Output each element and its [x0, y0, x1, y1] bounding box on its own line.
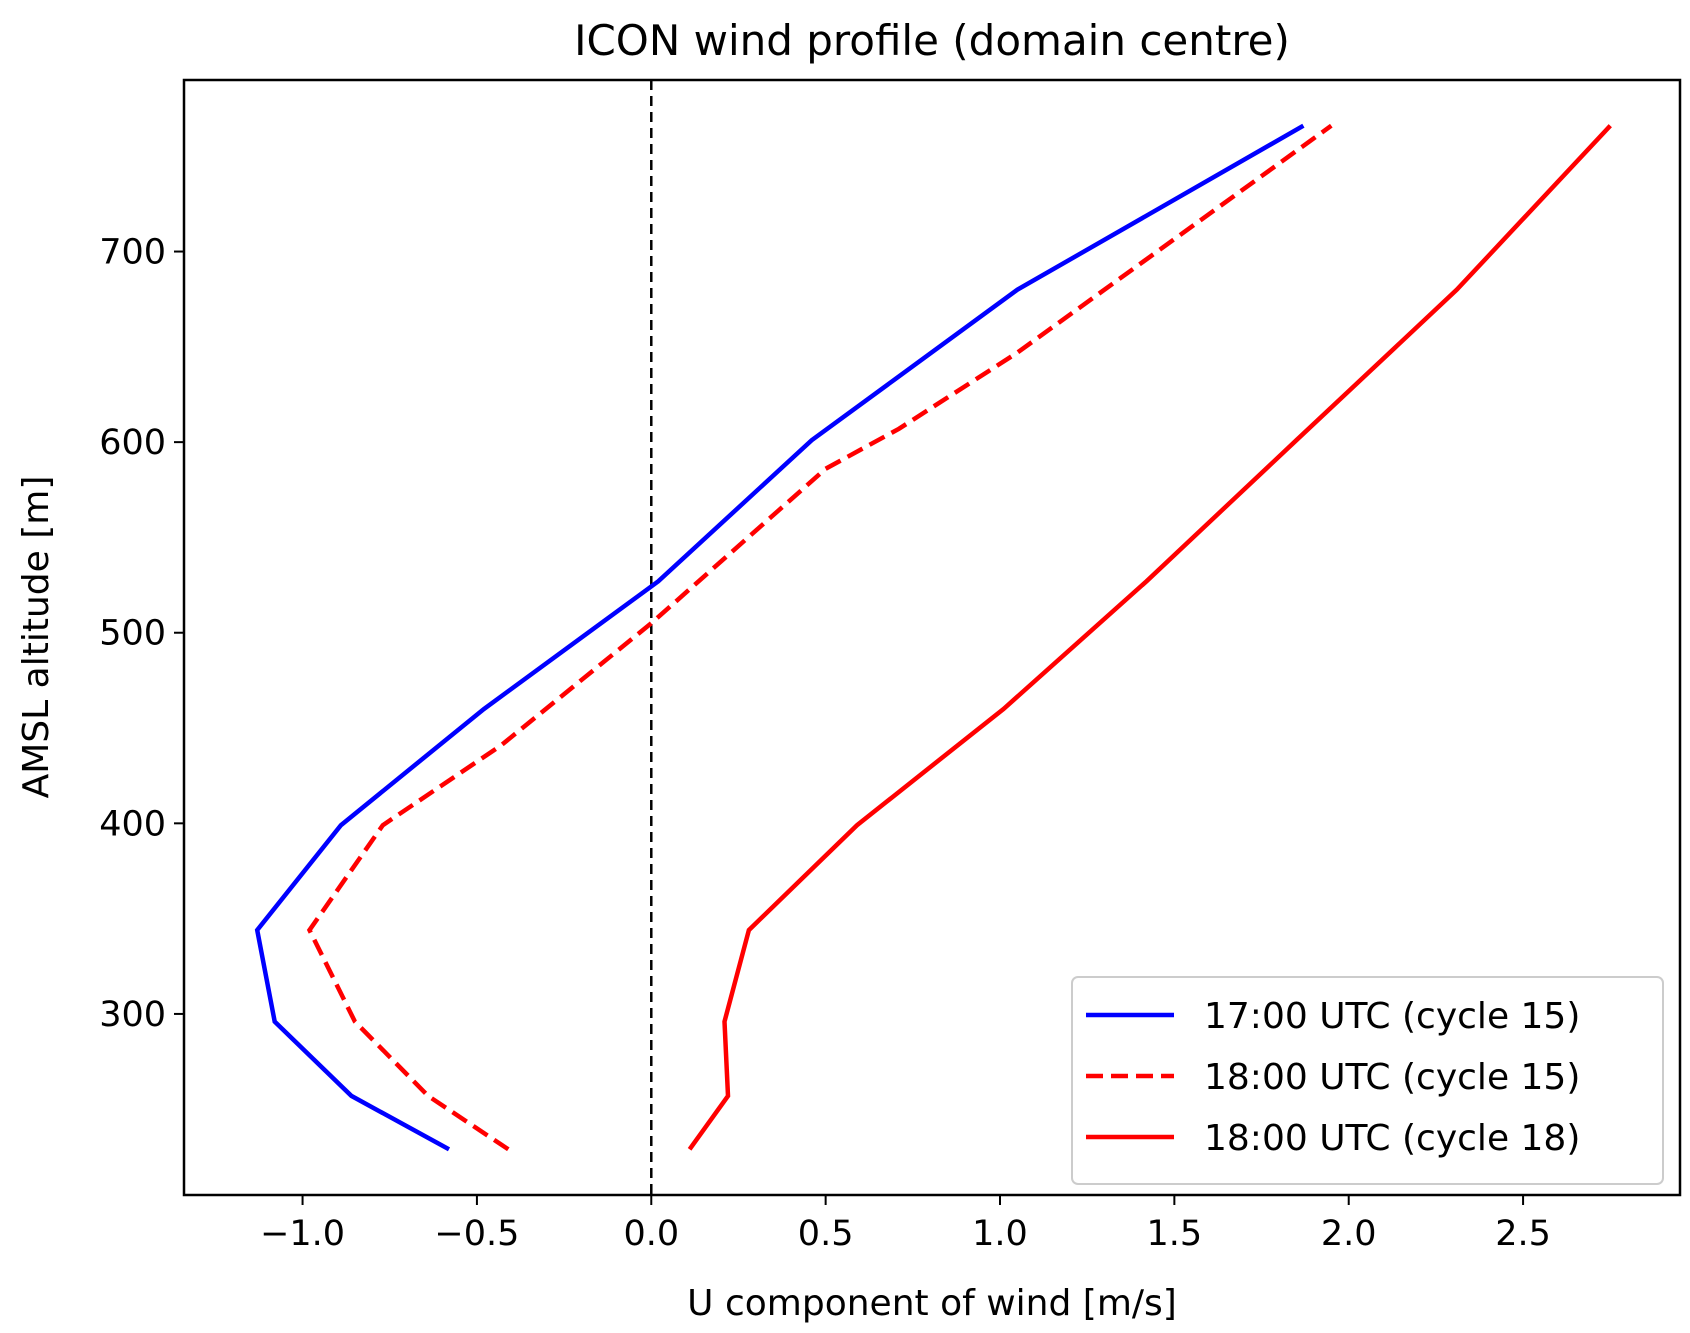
x-tick-label: 0.0 [623, 1214, 679, 1254]
y-tick-label: 600 [99, 423, 166, 463]
series-line-1 [254, 123, 1305, 1152]
x-tick-label: −1.0 [260, 1214, 345, 1254]
x-tick-label: −0.5 [434, 1214, 519, 1254]
x-tick-label: 1.0 [972, 1214, 1028, 1254]
y-tick-label: 300 [99, 995, 166, 1035]
plot-area [254, 80, 1612, 1195]
legend: 17:00 UTC (cycle 15) 18:00 UTC (cycle 15)… [1071, 976, 1664, 1185]
x-tick-label: 2.5 [1495, 1214, 1551, 1254]
x-tick-label: 1.5 [1147, 1214, 1203, 1254]
y-tick-label: 700 [99, 233, 166, 273]
y-tick-label: 400 [99, 804, 166, 844]
series-line-3 [687, 124, 1612, 1151]
x-axis-label: U component of wind [m/s] [687, 1283, 1177, 1324]
x-tick-label: 2.0 [1321, 1214, 1377, 1254]
legend-label: 18:00 UTC (cycle 15) [1204, 1057, 1580, 1098]
legend-label: 17:00 UTC (cycle 15) [1204, 996, 1580, 1037]
series-line-2 [306, 123, 1333, 1152]
plot-frame [182, 78, 1682, 1197]
x-tick-label: 0.5 [798, 1214, 854, 1254]
legend-label: 18:00 UTC (cycle 18) [1204, 1118, 1580, 1159]
chart-title: ICON wind profile (domain centre) [574, 16, 1290, 65]
y-tick-label: 500 [99, 614, 166, 654]
y-axis-label: AMSL altitude [m] [16, 476, 57, 799]
axis-ticks: −1.0 −0.5 0.0 0.5 1.0 1.5 2.0 2.5 300 400 500 600 70… [99, 233, 1551, 1254]
legend-box [1071, 976, 1664, 1185]
